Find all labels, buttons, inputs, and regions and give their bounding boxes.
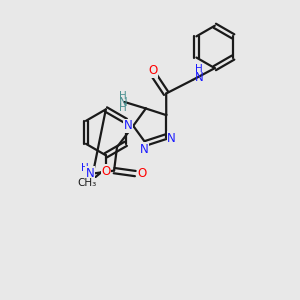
Text: O: O — [148, 64, 158, 77]
Text: N: N — [85, 167, 94, 180]
Text: H: H — [81, 163, 88, 173]
Text: N: N — [119, 95, 128, 109]
Text: H: H — [119, 91, 127, 100]
Text: N: N — [124, 119, 132, 132]
Text: O: O — [101, 165, 110, 178]
Text: H: H — [119, 103, 127, 113]
Text: N: N — [195, 71, 203, 84]
Text: O: O — [137, 167, 146, 180]
Text: H: H — [195, 64, 203, 74]
Text: CH₃: CH₃ — [77, 178, 96, 188]
Text: N: N — [167, 132, 176, 145]
Text: N: N — [140, 142, 149, 156]
